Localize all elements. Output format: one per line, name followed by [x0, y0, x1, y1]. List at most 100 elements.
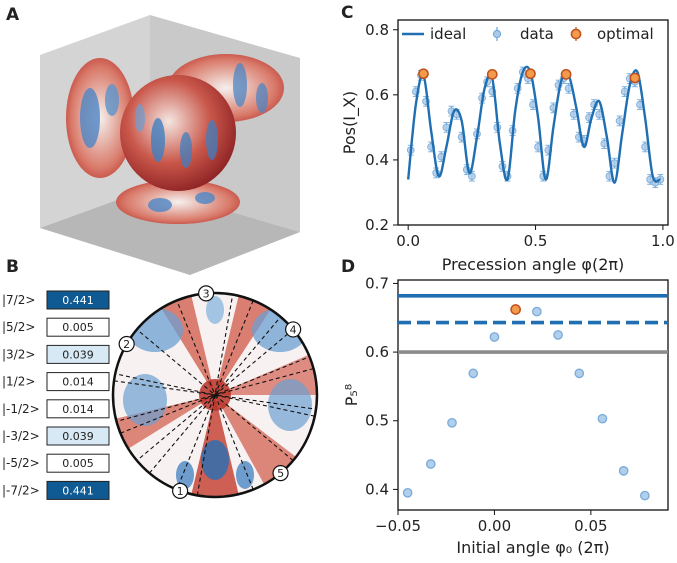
x-axis-tick-label: 0.00 [478, 517, 511, 535]
plot-frame [397, 19, 669, 226]
axis-marker-label: 1 [177, 485, 184, 498]
x-axis-tick-label: 0.0 [396, 232, 420, 250]
axis-marker [198, 285, 215, 302]
x-axis-tick-label: 0.05 [574, 517, 607, 535]
legend-ideal-label: ideal [430, 25, 466, 43]
amplitude-value: 0.039 [62, 430, 94, 443]
blue-lobe [151, 118, 165, 162]
state-amplitude-list: |7/2> 0.441 |5/2> 0.005 |3/2> 0.039 |1/2> 0.014… [2, 290, 110, 500]
blue-lobe [135, 104, 145, 132]
panel-label-d: D [341, 257, 355, 277]
legend-data-label: data [520, 25, 554, 43]
y-axis-tick-label: 0.4 [365, 480, 389, 498]
wigner-disk-outline [111, 291, 319, 499]
amplitude-cell [46, 453, 110, 473]
panel-label-c: C [341, 3, 353, 23]
amplitude-cell [46, 344, 110, 364]
plot-frame [397, 279, 669, 511]
state-ket-label: |-5/2> [2, 456, 40, 470]
axis-markers: 1 2 3 4 5 [118, 285, 302, 499]
data-point [610, 159, 619, 168]
blue-lobe [195, 192, 215, 204]
legend-optimal-swatch [570, 28, 582, 40]
y-axis-title: Pos(I_X) [340, 91, 360, 154]
axis-marker [285, 321, 302, 338]
optimal-point [629, 72, 641, 84]
data-point [467, 172, 476, 181]
chart-c: 0.0 0.5 1.0 0.2 0.4 0.6 0.8 Precession angle φ(… [340, 19, 675, 274]
amplitude-cell [46, 399, 110, 419]
panel-a: A [6, 5, 300, 275]
x-axis-tick-label: −0.05 [375, 517, 421, 535]
data-point [597, 413, 608, 424]
blue-lobe [148, 198, 172, 212]
wigner-projection-floor [116, 180, 240, 224]
blue-lobe [80, 88, 100, 148]
y-axis-tick-label: 0.4 [365, 151, 389, 169]
panel-label-a: A [6, 5, 20, 25]
axis-marker [172, 482, 189, 499]
panel-c: C 0.0 0.5 1.0 0.2 0.4 0.6 0.8 Precession angle … [340, 3, 675, 274]
data-point [532, 306, 542, 317]
amplitude-cell [46, 426, 110, 446]
blue-lobe [180, 132, 192, 168]
data-point [489, 332, 500, 342]
axis-marker-label: 3 [203, 287, 210, 300]
amplitude-cell [46, 372, 110, 392]
panel-b: B |7/2> 0.441 |5/2> 0.005 |3/2> 0.039 |1/2> 0.0… [2, 257, 319, 500]
amplitude-cell [46, 317, 110, 337]
axis-marker-label: 2 [123, 338, 130, 351]
data-point [574, 368, 585, 379]
axis-marker [118, 335, 135, 353]
data-point [618, 466, 629, 476]
legend-optimal-label: optimal [597, 25, 654, 43]
amplitude-value: 0.441 [62, 484, 94, 497]
amplitude-value: 0.014 [62, 403, 94, 416]
amplitude-value: 0.441 [62, 294, 94, 307]
blue-lobe [105, 84, 119, 116]
wigner-sphere [120, 75, 236, 191]
amplitude-value: 0.014 [62, 376, 94, 389]
axis-lines [113, 294, 317, 496]
data-point [615, 116, 624, 125]
state-ket-label: |-7/2> [2, 483, 40, 497]
floor [40, 188, 300, 275]
amplitude-cell [46, 480, 110, 500]
x-axis-tick-label: 1.0 [651, 232, 675, 250]
x-axis-tick-label: 0.5 [524, 232, 548, 250]
state-ket-label: |-3/2> [2, 429, 40, 443]
data-point [447, 417, 457, 428]
axis-line [113, 380, 317, 410]
panel-d: D −0.05 0.00 0.05 0.4 0.5 0.6 0.7 Initial angle… [341, 257, 669, 557]
ideal-curve [406, 65, 661, 184]
state-ket-label: |-1/2> [2, 402, 40, 416]
state-ket-label: |5/2> [2, 320, 35, 334]
state-ket-label: |1/2> [2, 375, 35, 389]
y-axis-tick-label: 0.6 [365, 343, 389, 361]
amplitude-value: 0.005 [62, 457, 94, 470]
legend-data-swatch [492, 29, 502, 39]
amplitude-cell [46, 290, 110, 310]
blue-lobe [256, 83, 268, 113]
y-axis-title: P₅⁸ [342, 384, 361, 406]
y-axis-tick-label: 0.6 [365, 86, 389, 104]
x-axis-title: Initial angle φ₀ (2π) [456, 538, 609, 557]
axis-marker [272, 465, 289, 482]
optimal-point [486, 68, 498, 80]
data-point [468, 368, 479, 379]
blue-lobe [206, 120, 218, 160]
optimal-point [418, 68, 429, 80]
amplitude-value: 0.039 [62, 348, 94, 361]
y-axis-tick-label: 0.5 [365, 412, 389, 430]
optimal-point [560, 68, 572, 80]
y-axis-tick-label: 0.2 [365, 216, 389, 234]
y-axis-tick-label: 0.7 [365, 274, 389, 292]
data-point [425, 459, 436, 469]
state-ket-label: |3/2> [2, 347, 35, 361]
panel-label-b: B [6, 257, 19, 277]
chart-d: −0.05 0.00 0.05 0.4 0.5 0.6 0.7 Initial angle φ… [342, 274, 669, 557]
axis-marker-label: 4 [290, 323, 297, 336]
optimal-point [510, 304, 521, 315]
y-axis-tick-label: 0.8 [365, 21, 389, 39]
